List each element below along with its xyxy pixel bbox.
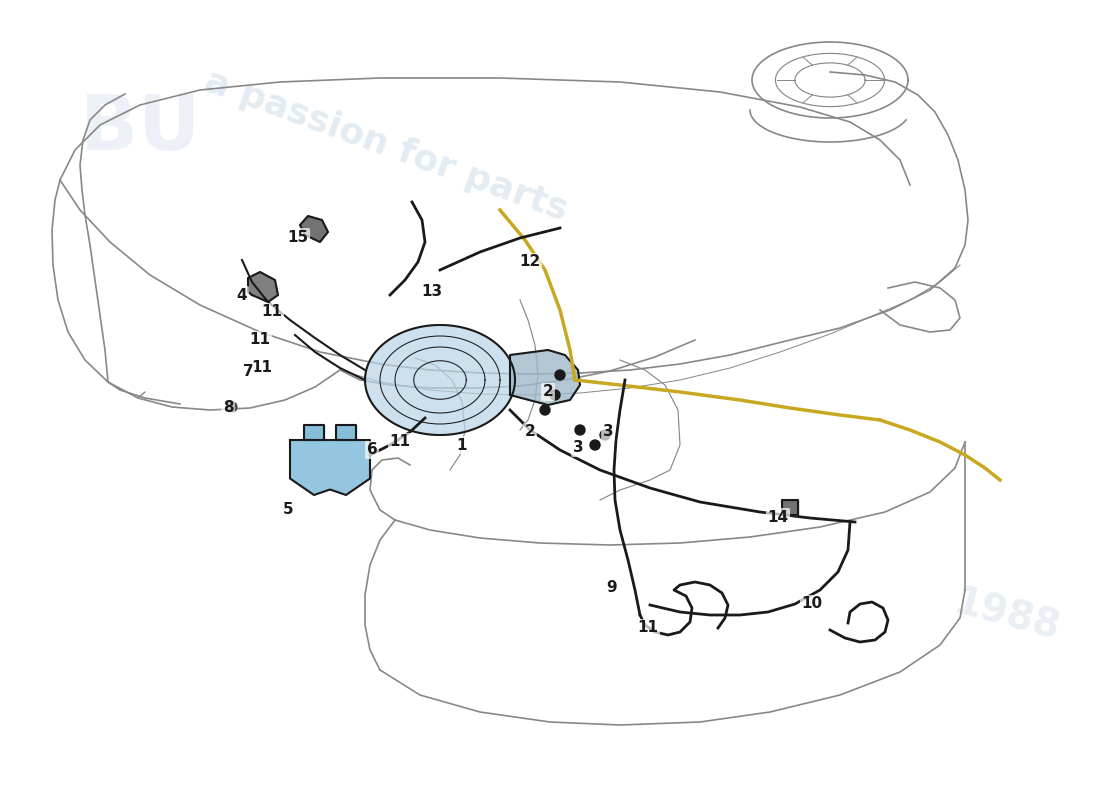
Circle shape: [540, 405, 550, 415]
Text: 1988: 1988: [950, 583, 1065, 648]
Text: 10: 10: [802, 597, 823, 611]
Text: 4: 4: [236, 287, 248, 302]
Polygon shape: [300, 216, 328, 242]
Polygon shape: [304, 425, 324, 440]
Circle shape: [227, 402, 236, 412]
Text: 3: 3: [573, 441, 583, 455]
Circle shape: [556, 370, 565, 380]
Text: 1: 1: [456, 438, 468, 453]
Circle shape: [590, 440, 600, 450]
Circle shape: [575, 425, 585, 435]
Polygon shape: [248, 272, 278, 302]
Polygon shape: [510, 350, 580, 405]
Text: 3: 3: [603, 425, 614, 439]
Circle shape: [600, 430, 610, 440]
Text: 5: 5: [283, 502, 294, 518]
Text: 14: 14: [768, 510, 789, 525]
Text: 13: 13: [421, 285, 442, 299]
Text: 11: 11: [389, 434, 410, 450]
Text: 15: 15: [287, 230, 309, 245]
Text: 11: 11: [638, 621, 659, 635]
Text: 9: 9: [607, 581, 617, 595]
Text: a passion for parts: a passion for parts: [200, 64, 572, 227]
Text: 11: 11: [250, 333, 271, 347]
Polygon shape: [336, 425, 356, 440]
Text: BU: BU: [80, 92, 200, 166]
Text: 11: 11: [262, 305, 283, 319]
Polygon shape: [365, 325, 515, 435]
Text: 2: 2: [542, 385, 553, 399]
Text: 2: 2: [525, 425, 536, 439]
Text: 7: 7: [243, 365, 253, 379]
Text: 6: 6: [366, 442, 377, 458]
Text: 11: 11: [252, 361, 273, 375]
Text: 8: 8: [222, 399, 233, 414]
Polygon shape: [782, 500, 797, 515]
Polygon shape: [290, 440, 370, 495]
Circle shape: [550, 390, 560, 400]
Text: 12: 12: [519, 254, 540, 270]
